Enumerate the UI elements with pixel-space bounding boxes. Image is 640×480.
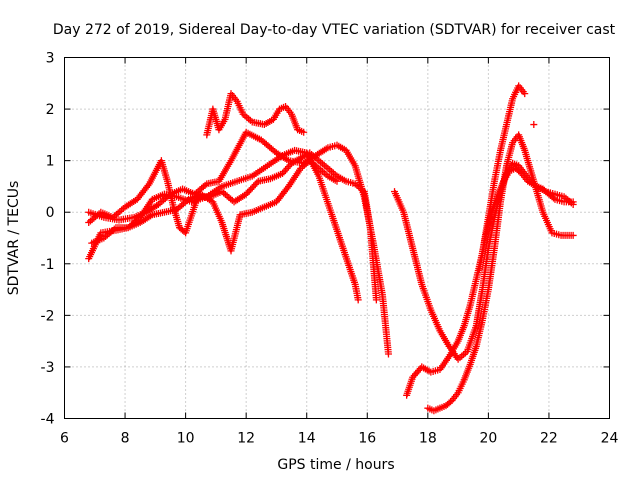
data-point-sat-h (447, 398, 455, 406)
data-point-sat-c (372, 296, 380, 304)
data-point-sat-c (251, 180, 259, 188)
x-tick-label: 14 (298, 431, 316, 447)
x-axis-label: GPS time / hours (277, 457, 394, 473)
data-point-sat-c (242, 190, 250, 198)
x-tick-label: 6 (60, 431, 69, 447)
x-tick-label: 22 (540, 431, 558, 447)
x-tick-label: 24 (601, 431, 619, 447)
data-point-sat-g (521, 90, 529, 98)
data-point-sat-i (569, 200, 577, 208)
data-point-sat-c (244, 189, 252, 197)
data-point-sat-j (530, 121, 538, 129)
data-point-sat-c (253, 179, 261, 187)
chart-title: Day 272 of 2019, Sidereal Day-to-day VTE… (53, 22, 616, 38)
x-tick-label: 10 (177, 431, 195, 447)
y-tick-label: 2 (46, 102, 55, 118)
data-points (85, 82, 577, 415)
y-tick-label: 1 (46, 154, 55, 170)
y-tick-label: -1 (41, 257, 55, 273)
data-point-sat-c (248, 184, 256, 192)
y-tick-label: -3 (41, 360, 55, 376)
data-point-sat-e (300, 128, 308, 136)
data-point-sat-a (354, 296, 362, 304)
x-tick-label: 8 (121, 431, 130, 447)
data-point-sat-c (250, 182, 258, 190)
x-tick-label: 16 (358, 431, 376, 447)
plot-frame (64, 57, 610, 419)
data-point-sat-b (384, 350, 392, 358)
y-tick-label: -2 (41, 308, 55, 324)
data-point-sat-i (516, 168, 524, 176)
data-point-sat-c (247, 185, 255, 193)
y-tick-label: 0 (46, 205, 55, 221)
y-tick-label: -4 (41, 412, 55, 428)
data-point-sat-f (549, 194, 557, 202)
y-axis-label: SDTVAR / TECUs (6, 181, 22, 296)
x-tick-label: 12 (237, 431, 255, 447)
data-point-sat-d (333, 177, 341, 185)
x-tick-label: 18 (419, 431, 437, 447)
x-tick-label: 20 (479, 431, 497, 447)
data-point-sat-h (569, 231, 577, 239)
y-tick-label: 3 (46, 51, 55, 67)
data-point-sat-c (245, 187, 253, 195)
